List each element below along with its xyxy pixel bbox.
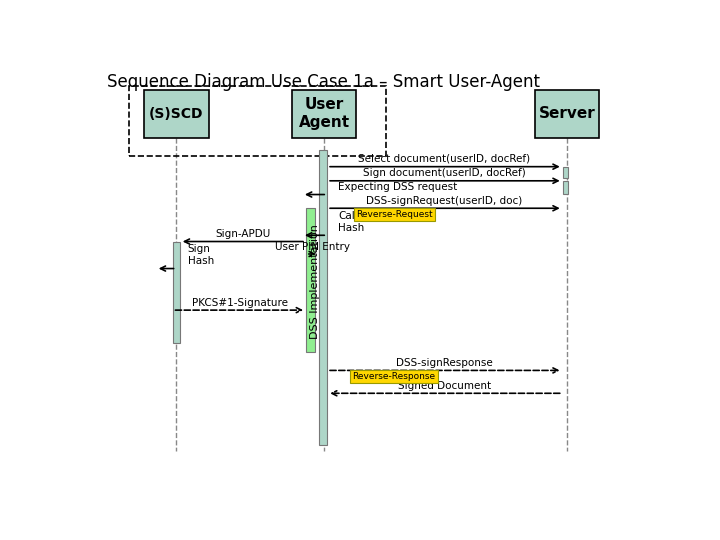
Text: DSS-signRequest(userID, doc): DSS-signRequest(userID, doc) xyxy=(366,196,523,206)
Text: Select document(userID, docRef): Select document(userID, docRef) xyxy=(359,154,531,164)
Text: Expecting DSS request: Expecting DSS request xyxy=(338,182,458,192)
FancyBboxPatch shape xyxy=(562,181,568,194)
Text: (S)SCD: (S)SCD xyxy=(149,107,204,120)
FancyBboxPatch shape xyxy=(173,241,180,343)
Text: DSS-signResponse: DSS-signResponse xyxy=(396,358,492,368)
Text: Signed Document: Signed Document xyxy=(397,381,491,391)
Text: Server: Server xyxy=(539,106,595,121)
Text: DSS Implementation: DSS Implementation xyxy=(310,225,320,339)
Text: Sign document(userID, docRef): Sign document(userID, docRef) xyxy=(363,168,526,178)
Text: Calculate
Hash: Calculate Hash xyxy=(338,211,387,233)
FancyBboxPatch shape xyxy=(535,90,599,138)
Text: Sequence Diagram Use Case 1a – Smart User-Agent: Sequence Diagram Use Case 1a – Smart Use… xyxy=(107,73,540,91)
Text: Reverse-Request: Reverse-Request xyxy=(356,210,433,219)
FancyBboxPatch shape xyxy=(320,150,327,445)
Text: PKCS#1-Signature: PKCS#1-Signature xyxy=(192,298,287,308)
FancyBboxPatch shape xyxy=(145,90,209,138)
Text: Sign-APDU: Sign-APDU xyxy=(215,230,271,239)
Text: Sign
Hash: Sign Hash xyxy=(188,245,214,266)
FancyBboxPatch shape xyxy=(292,90,356,138)
Text: User
Agent: User Agent xyxy=(299,97,350,130)
FancyBboxPatch shape xyxy=(562,167,568,178)
Text: Reverse-Response: Reverse-Response xyxy=(353,372,436,381)
Text: User PIN Entry: User PIN Entry xyxy=(274,242,350,252)
FancyBboxPatch shape xyxy=(306,208,315,352)
